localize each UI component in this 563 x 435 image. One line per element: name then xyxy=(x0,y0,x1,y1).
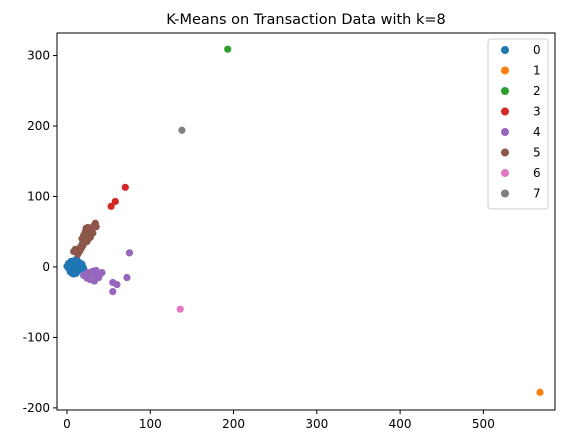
y-tick-label: 100 xyxy=(27,189,50,203)
y-tick-label: 0 xyxy=(42,260,50,274)
cluster-0-point xyxy=(63,262,71,270)
cluster-5-point xyxy=(84,223,92,232)
cluster-4-point xyxy=(93,271,101,280)
legend-marker xyxy=(501,148,509,157)
legend-label: 3 xyxy=(533,105,541,119)
plot-area xyxy=(63,45,544,396)
cluster-7-point xyxy=(178,126,186,134)
legend-label: 5 xyxy=(533,146,541,160)
cluster-5-point xyxy=(80,239,89,247)
legend-label: 6 xyxy=(533,166,541,180)
y-tick-label: -100 xyxy=(23,330,50,344)
cluster-4-point xyxy=(90,277,99,285)
x-tick-label: 500 xyxy=(472,417,495,431)
x-tick-label: 400 xyxy=(389,417,412,431)
cluster-2-point xyxy=(224,45,232,53)
cluster-0-point xyxy=(70,270,78,278)
legend-marker xyxy=(501,46,509,54)
legend-label: 0 xyxy=(533,43,541,57)
cluster-0-point xyxy=(71,256,79,264)
legend-marker xyxy=(501,169,509,177)
legend-marker xyxy=(501,107,509,116)
cluster-4-point xyxy=(109,288,117,296)
cluster-5-point xyxy=(89,229,97,237)
legend-label: 4 xyxy=(533,125,541,139)
axes-frame xyxy=(56,32,556,411)
chart-title: K-Means on Transaction Data with k=8 xyxy=(166,12,446,28)
x-tick-label: 100 xyxy=(139,417,162,431)
cluster-1-point xyxy=(536,388,544,396)
legend: 0 1 2 3 4 5 6 7 xyxy=(487,38,549,210)
legend-label: 7 xyxy=(533,187,541,201)
cluster-4-point xyxy=(125,249,134,257)
legend-label: 2 xyxy=(533,84,541,98)
x-tick-label: 200 xyxy=(222,417,245,431)
legend-marker xyxy=(501,189,509,198)
legend-marker xyxy=(501,87,509,95)
legend-marker xyxy=(501,66,509,75)
x-tick-label: 0 xyxy=(63,417,71,431)
x-tick-label: 300 xyxy=(305,417,328,431)
cluster-6-point xyxy=(176,305,184,313)
cluster-3-point xyxy=(121,183,129,191)
cluster-0-point xyxy=(78,260,86,268)
legend-label: 1 xyxy=(533,64,541,78)
legend-box xyxy=(487,38,549,210)
cluster-3-point xyxy=(107,202,115,210)
y-tick-label: 200 xyxy=(27,119,50,133)
cluster-4-point xyxy=(109,278,117,287)
axis-ticks: 0 100 200 300 400 500 -200 -100 0 100 200 300 xyxy=(23,49,495,431)
y-tick-label: 300 xyxy=(27,49,50,63)
cluster-5-point xyxy=(72,246,80,254)
legend-marker xyxy=(501,128,509,136)
cluster-4-point xyxy=(123,273,131,282)
cluster-3-point xyxy=(111,197,119,206)
y-tick-label: -200 xyxy=(23,401,50,415)
cluster-4-point xyxy=(87,269,95,277)
cluster-5-point xyxy=(92,223,100,231)
